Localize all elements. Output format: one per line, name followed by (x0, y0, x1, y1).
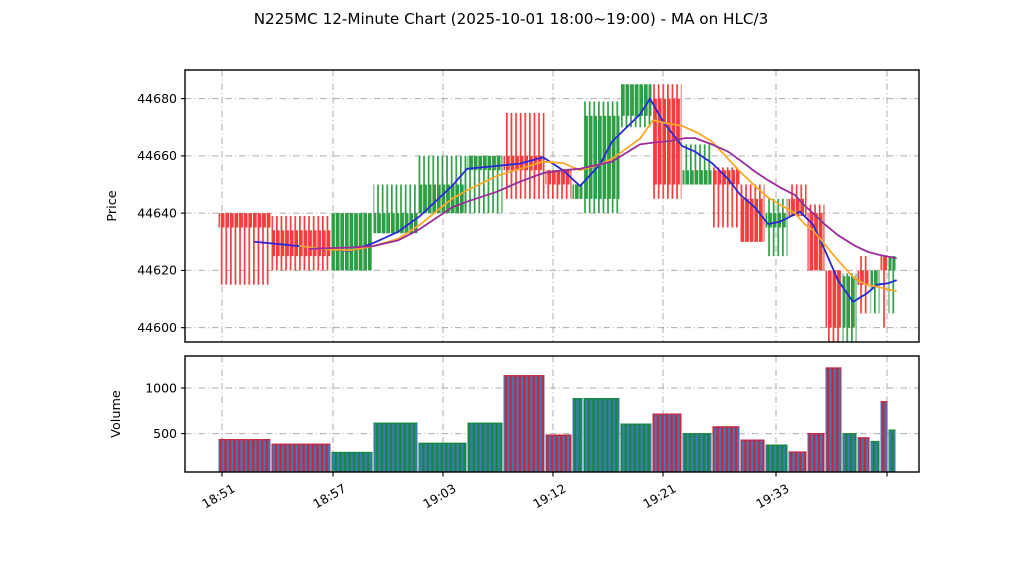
candle-body (545, 170, 572, 185)
price-tick-label: 44660 (137, 148, 177, 163)
volume-bar (888, 429, 896, 472)
volume-bar-top-edge (842, 433, 857, 435)
candle-body (572, 184, 583, 199)
volume-panel-frame (184, 355, 920, 473)
candle-body (807, 213, 825, 271)
axis-ticks (181, 98, 888, 477)
volume-bar (418, 442, 467, 472)
volume-bar-top-edge (583, 398, 620, 400)
volume-bar-top-edge (545, 434, 572, 436)
candle-body (880, 256, 888, 271)
volume-bar (620, 423, 652, 472)
volume-bar (825, 367, 842, 472)
volume-bar (545, 434, 572, 472)
chart-title: N225MC 12-Minute Chart (2025-10-01 18:00… (253, 10, 769, 28)
volume-bar (712, 426, 740, 472)
volume-bar (682, 433, 712, 472)
candle-body (418, 184, 467, 214)
volume-bar-top-edge (467, 422, 503, 424)
volume-bar (857, 437, 870, 472)
volume-bar-top-edge (807, 433, 825, 435)
ma-line-ma-short (254, 97, 897, 303)
price-tick-label: 44600 (137, 320, 177, 335)
volume-bar-top-edge (572, 398, 583, 400)
x-tick-label: 19:33 (754, 481, 792, 511)
volume-bar (842, 433, 857, 472)
volume-bar (373, 422, 418, 472)
volume-tick-label: 500 (153, 426, 177, 441)
candle-body (870, 270, 880, 288)
candle-body (331, 213, 373, 271)
volume-bar-top-edge (218, 439, 271, 441)
candles-layer (218, 84, 896, 342)
price-tick-label: 44640 (137, 205, 177, 220)
volume-bar-top-edge (652, 413, 682, 415)
x-tick-label: 19:03 (421, 481, 459, 511)
x-tick-label: 19:12 (531, 481, 569, 511)
volume-bar-top-edge (373, 422, 418, 424)
candle-body (682, 170, 712, 185)
volume-bar-top-edge (682, 433, 712, 435)
volume-bar (652, 413, 682, 472)
x-tick-label: 18:51 (200, 481, 238, 511)
candle-body (271, 230, 331, 257)
volume-bar-top-edge (765, 444, 788, 446)
volume-bar-top-edge (503, 375, 545, 377)
volume-bar-top-edge (880, 401, 888, 403)
price-axis-title: Price (105, 190, 120, 221)
price-tick-label: 44620 (137, 263, 177, 278)
volume-layer (218, 367, 896, 472)
volume-bar (788, 451, 807, 472)
volume-axis-title: Volume (109, 390, 124, 438)
price-tick-label: 44680 (137, 91, 177, 106)
volume-bar (218, 439, 271, 472)
volume-bar-top-edge (888, 429, 896, 431)
candle-wick (880, 256, 888, 328)
volume-bar-top-edge (271, 443, 331, 445)
volume-bar-top-edge (788, 451, 807, 453)
volume-tick-label: 1000 (145, 380, 177, 395)
volume-bar (870, 440, 880, 472)
x-tick-label: 19:21 (641, 481, 679, 511)
volume-bar (740, 439, 765, 472)
candle-body (825, 270, 842, 328)
volume-bar-top-edge (712, 426, 740, 428)
volume-bar (807, 433, 825, 472)
volume-bar (271, 443, 331, 472)
volume-bar-top-edge (620, 423, 652, 425)
volume-bar (503, 375, 545, 472)
candle-wick (870, 270, 880, 314)
candle-body (373, 213, 418, 234)
volume-bar (583, 398, 620, 472)
volume-bar (467, 422, 503, 472)
volume-bar-top-edge (870, 440, 880, 443)
ma-line-ma-mid (299, 119, 897, 292)
candle-body (218, 213, 271, 228)
volume-bar (880, 401, 888, 472)
volume-bar (572, 398, 583, 472)
volume-bar (765, 444, 788, 472)
ma-line-ma-long (309, 137, 897, 260)
volume-bar-top-edge (418, 442, 467, 444)
volume-bar-top-edge (857, 437, 870, 439)
x-tick-label: 18:57 (311, 481, 349, 511)
volume-bar-top-edge (825, 367, 842, 369)
candle-body (620, 84, 652, 116)
volume-bar-top-edge (331, 451, 373, 454)
candle-body (888, 256, 896, 271)
candle-wick (888, 256, 896, 314)
volume-bar-top-edge (740, 439, 765, 441)
candle-body (842, 276, 857, 328)
price-panel-frame (184, 69, 920, 343)
volume-bar (331, 451, 373, 472)
